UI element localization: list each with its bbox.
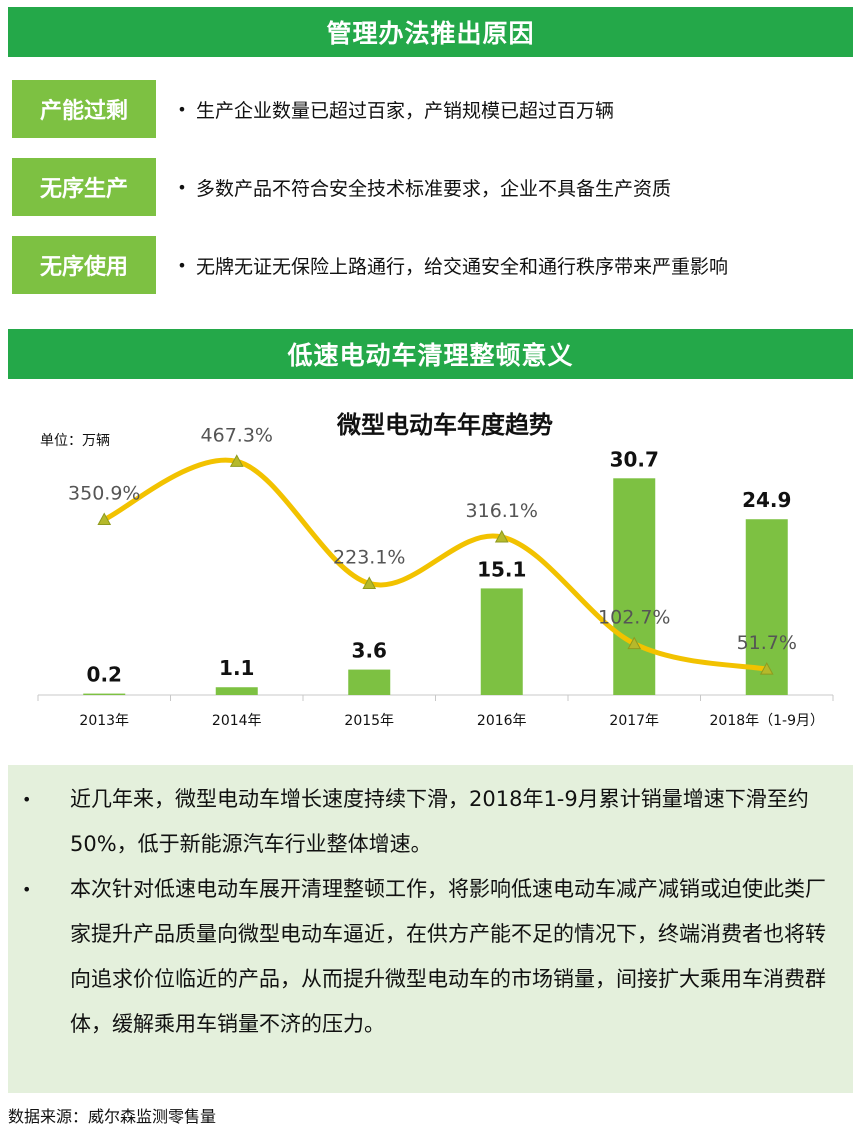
bar-value-label: 15.1	[477, 557, 526, 581]
unit-label: 单位：万辆	[40, 433, 110, 449]
line-point-marker	[229, 454, 244, 467]
x-tick-label: 2015年	[344, 713, 394, 729]
reason-tag: 产能过剩	[12, 80, 156, 138]
significance-banner: 低速电动车清理整顿意义	[8, 329, 853, 379]
line-value-label: 467.3%	[201, 424, 273, 446]
summary-box: • 近几年来，微型电动车增长速度持续下滑，2018年1-9月累计销量增速下滑至约…	[8, 765, 853, 1093]
summary-text: 本次针对低速电动车展开清理整顿工作，将影响低速电动车减产减销或迫使此类厂家提升产…	[70, 877, 826, 1036]
growth-line	[101, 457, 770, 672]
reason-text: 生产企业数量已超过百家，产销规模已超过百万辆	[196, 99, 615, 122]
reason-row: 产能过剩 • 生产企业数量已超过百家，产销规模已超过百万辆	[12, 80, 852, 138]
reason-tag: 无序生产	[12, 158, 156, 216]
x-tick-label: 2018年（1-9月）	[710, 713, 825, 729]
bar-value-label: 3.6	[352, 639, 387, 663]
line-point-marker	[494, 529, 509, 543]
significance-title: 低速电动车清理整顿意义	[287, 341, 574, 370]
line-point-marker	[627, 636, 642, 650]
bullet-icon: •	[177, 177, 187, 197]
x-tick-label: 2013年	[79, 713, 129, 729]
bar	[348, 669, 391, 695]
bullet-icon: •	[22, 880, 32, 899]
reason-tag: 无序使用	[12, 236, 156, 294]
data-source: 数据来源：威尔森监测零售量	[8, 1107, 217, 1126]
bar-value-label: 30.7	[610, 447, 659, 471]
bar-value-label: 24.9	[742, 488, 791, 512]
bullet-icon: •	[22, 790, 32, 809]
x-tick-label: 2016年	[477, 713, 527, 729]
line-point-marker	[362, 576, 377, 589]
line-value-label: 102.7%	[598, 607, 670, 629]
reason-row: 无序生产 • 多数产品不符合安全技术标准要求，企业不具备生产资质	[12, 158, 852, 216]
line-value-label: 350.9%	[68, 483, 140, 505]
line-value-label: 223.1%	[333, 546, 405, 568]
bullet-icon: •	[177, 255, 187, 275]
bar-value-label: 0.2	[87, 663, 122, 687]
bar-value-label: 1.1	[219, 656, 254, 680]
reason-text: 无牌无证无保险上路通行，给交通安全和通行秩序带来严重影响	[196, 255, 729, 278]
reasons-title: 管理办法推出原因	[326, 19, 535, 48]
bar	[83, 693, 126, 695]
reason-text: 多数产品不符合安全技术标准要求，企业不具备生产资质	[196, 177, 672, 200]
bar	[613, 478, 656, 695]
chart-title: 微型电动车年度趋势	[336, 411, 553, 439]
line-value-label: 51.7%	[737, 632, 797, 654]
bar	[215, 687, 258, 695]
reasons-banner: 管理办法推出原因	[8, 7, 853, 57]
reason-row: 无序使用 • 无牌无证无保险上路通行，给交通安全和通行秩序带来严重影响	[12, 236, 852, 294]
line-value-label: 316.1%	[466, 500, 538, 522]
x-tick-label: 2017年	[609, 713, 659, 729]
line-point-marker	[759, 662, 774, 675]
bar	[480, 588, 523, 695]
line-point-marker	[97, 512, 112, 526]
bullet-icon: •	[177, 99, 187, 119]
summary-text: 近几年来，微型电动车增长速度持续下滑，2018年1-9月累计销量增速下滑至约50…	[70, 787, 809, 856]
x-tick-label: 2014年	[212, 713, 262, 729]
trend-chart: 微型电动车年度趋势单位：万辆 0.2 1.1 3.6 15.1 30.7 24.9 2013年…	[0, 395, 861, 745]
